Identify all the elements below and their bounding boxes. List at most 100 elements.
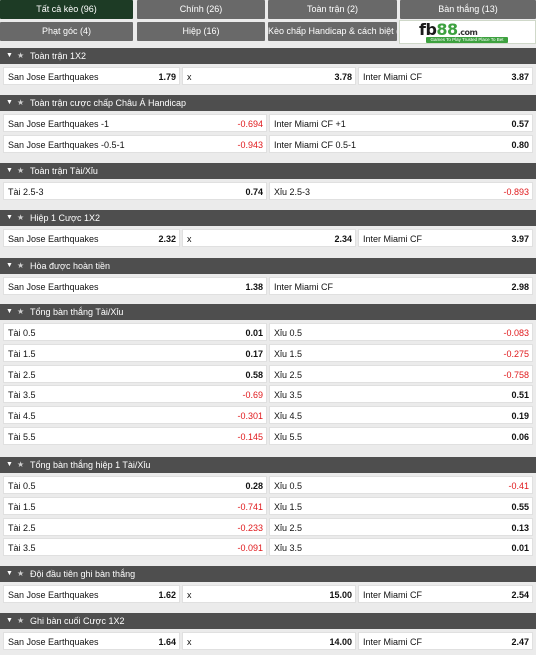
star-icon[interactable]: ★ <box>17 460 25 469</box>
star-icon[interactable]: ★ <box>17 307 25 316</box>
odds-cell[interactable]: Tài 1.5 0.17 <box>3 343 267 362</box>
odds-cell[interactable]: San Jose Earthquakes 1.38 <box>3 277 267 295</box>
odds-cell[interactable]: x 2.34 <box>182 229 356 247</box>
odds-cell[interactable]: x 14.00 <box>182 632 356 650</box>
odds-cell[interactable]: Xỉu 2.5 -0.758 <box>269 364 533 383</box>
chevron-down-icon[interactable]: ▼ <box>6 262 13 269</box>
market-title: Ghi bàn cuối Cược 1X2 <box>30 616 125 626</box>
odds-cell[interactable]: Xỉu 2.5-3 -0.893 <box>269 182 533 200</box>
odds-cell[interactable]: Tài 3.5 -0.69 <box>3 385 267 404</box>
odds-cell[interactable]: Tài 2.5-3 0.74 <box>3 182 267 200</box>
odds-cell[interactable]: Xỉu 4.5 0.19 <box>269 406 533 425</box>
odds-cell[interactable]: San Jose Earthquakes 1.79 <box>3 67 180 85</box>
chevron-down-icon[interactable]: ▼ <box>6 617 13 624</box>
odds-cell[interactable]: San Jose Earthquakes -0.5-1 -0.943 <box>3 134 267 153</box>
chevron-down-icon[interactable]: ▼ <box>6 52 13 59</box>
selection-label: Tài 2.5 <box>8 522 36 533</box>
market-header[interactable]: ▼ ★ Toàn trận Tài/Xỉu <box>0 163 536 179</box>
market-header[interactable]: ▼ ★ Hiệp 1 Cược 1X2 <box>0 210 536 226</box>
odds-cell[interactable]: Xỉu 2.5 0.13 <box>269 517 533 536</box>
odds-cell[interactable]: Tài 0.5 0.28 <box>3 476 267 494</box>
odds-value: 0.58 <box>245 369 263 380</box>
market-header[interactable]: ▼ ★ Toàn trận 1X2 <box>0 48 536 64</box>
odds-cell[interactable]: Xỉu 1.5 0.55 <box>269 496 533 515</box>
tab-1[interactable]: Chính (26) <box>137 0 265 19</box>
odds-cell[interactable]: San Jose Earthquakes 1.64 <box>3 632 180 650</box>
tab-3[interactable]: Bàn thắng (13) <box>400 0 536 19</box>
star-icon[interactable]: ★ <box>17 51 25 60</box>
selection-label: Inter Miami CF 0.5-1 <box>274 139 357 150</box>
chevron-down-icon[interactable]: ▼ <box>6 214 13 221</box>
odds-cell[interactable]: Xỉu 0.5 -0.083 <box>269 323 533 341</box>
selection-label: x <box>187 72 192 82</box>
odds-cell[interactable]: Xỉu 3.5 0.01 <box>269 538 533 557</box>
tab-0[interactable]: Tất cả kèo (96) <box>0 0 133 19</box>
odds-value: 3.78 <box>334 72 352 82</box>
odds-cell[interactable]: Inter Miami CF 3.87 <box>358 67 533 85</box>
odds-cell[interactable]: Tài 4.5 -0.301 <box>3 406 267 425</box>
market-header[interactable]: ▼ ★ Tổng bàn thắng Tài/Xỉu <box>0 304 536 320</box>
tab-5[interactable]: Hiệp (16) <box>137 22 265 41</box>
odds-cell[interactable]: Inter Miami CF 0.5-1 0.80 <box>269 134 533 153</box>
selection-label: Inter Miami CF <box>363 234 423 244</box>
odds-cell[interactable]: Tài 1.5 -0.741 <box>3 496 267 515</box>
odds-value: 0.13 <box>511 522 529 533</box>
odds-cell[interactable]: Tài 2.5 0.58 <box>3 364 267 383</box>
odds-cell[interactable]: Xỉu 0.5 -0.41 <box>269 476 533 494</box>
odds-cell[interactable]: Xỉu 1.5 -0.275 <box>269 343 533 362</box>
market-title: Hiệp 1 Cược 1X2 <box>30 213 100 223</box>
odds-cell[interactable]: Inter Miami CF 3.97 <box>358 229 533 247</box>
market-header[interactable]: ▼ ★ Tổng bàn thắng hiệp 1 Tài/Xỉu <box>0 457 536 473</box>
odds-cell[interactable]: Inter Miami CF 2.98 <box>269 277 533 295</box>
star-icon[interactable]: ★ <box>17 616 25 625</box>
odds-cell[interactable]: x 15.00 <box>182 585 356 603</box>
odds-cell[interactable]: San Jose Earthquakes 1.62 <box>3 585 180 603</box>
odds-value: -0.893 <box>503 187 529 197</box>
odds-value: -0.091 <box>237 543 263 554</box>
tab-4[interactable]: Phạt góc (4) <box>0 22 133 41</box>
chevron-down-icon[interactable]: ▼ <box>6 570 13 577</box>
market-header[interactable]: ▼ ★ Toàn trận cược chấp Châu Á Handicap <box>0 95 536 111</box>
tab-2[interactable]: Toàn trận (2) <box>268 0 397 19</box>
star-icon[interactable]: ★ <box>17 98 25 107</box>
market-header[interactable]: ▼ ★ Ghi bàn cuối Cược 1X2 <box>0 613 536 629</box>
selection-label: Xỉu 1.5 <box>274 348 303 359</box>
star-icon[interactable]: ★ <box>17 166 25 175</box>
odds-row: Tài 2.5-3 0.74 Xỉu 2.5-3 -0.893 <box>0 182 536 200</box>
star-icon[interactable]: ★ <box>17 261 25 270</box>
star-icon[interactable]: ★ <box>17 569 25 578</box>
odds-value: 0.80 <box>511 139 529 150</box>
odds-value: 0.01 <box>511 543 529 554</box>
chevron-down-icon[interactable]: ▼ <box>6 308 13 315</box>
odds-value: -0.301 <box>237 411 263 422</box>
selection-label: Xỉu 3.5 <box>274 543 303 554</box>
odds-cell[interactable]: x 3.78 <box>182 67 356 85</box>
odds-cell[interactable]: Tài 0.5 0.01 <box>3 323 267 341</box>
chevron-down-icon[interactable]: ▼ <box>6 461 13 468</box>
odds-cell[interactable]: Xỉu 3.5 0.51 <box>269 385 533 404</box>
odds-row: San Jose Earthquakes -0.5-1 -0.943 Inter M… <box>0 134 536 153</box>
star-icon[interactable]: ★ <box>17 213 25 222</box>
tab-6[interactable]: Kèo chấp Handicap & cách biệt (2) <box>268 22 397 41</box>
market-header[interactable]: ▼ ★ Hòa được hoàn tiền <box>0 258 536 274</box>
odds-value: 0.28 <box>245 481 263 491</box>
chevron-down-icon[interactable]: ▼ <box>6 167 13 174</box>
selection-label: Xỉu 2.5 <box>274 369 303 380</box>
chevron-down-icon[interactable]: ▼ <box>6 99 13 106</box>
odds-cell[interactable]: Xỉu 5.5 0.06 <box>269 427 533 445</box>
selection-label: x <box>187 590 192 600</box>
market-title: Đội đầu tiên ghi bàn thắng <box>30 569 136 579</box>
odds-cell[interactable]: Inter Miami CF 2.54 <box>358 585 533 603</box>
odds-value: 3.87 <box>511 72 529 82</box>
market-title: Toàn trận 1X2 <box>30 51 87 61</box>
odds-cell[interactable]: Tài 3.5 -0.091 <box>3 538 267 557</box>
odds-cell[interactable]: Inter Miami CF 2.47 <box>358 632 533 650</box>
odds-cell[interactable]: Tài 5.5 -0.145 <box>3 427 267 445</box>
odds-cell[interactable]: Tài 2.5 -0.233 <box>3 517 267 536</box>
odds-cell[interactable]: San Jose Earthquakes 2.32 <box>3 229 180 247</box>
odds-value: -0.741 <box>237 501 263 512</box>
odds-cell[interactable]: San Jose Earthquakes -1 -0.694 <box>3 114 267 132</box>
market-header[interactable]: ▼ ★ Đội đầu tiên ghi bàn thắng <box>0 566 536 582</box>
logo-wordmark: fb88.com <box>419 20 478 39</box>
odds-cell[interactable]: Inter Miami CF +1 0.57 <box>269 114 533 132</box>
